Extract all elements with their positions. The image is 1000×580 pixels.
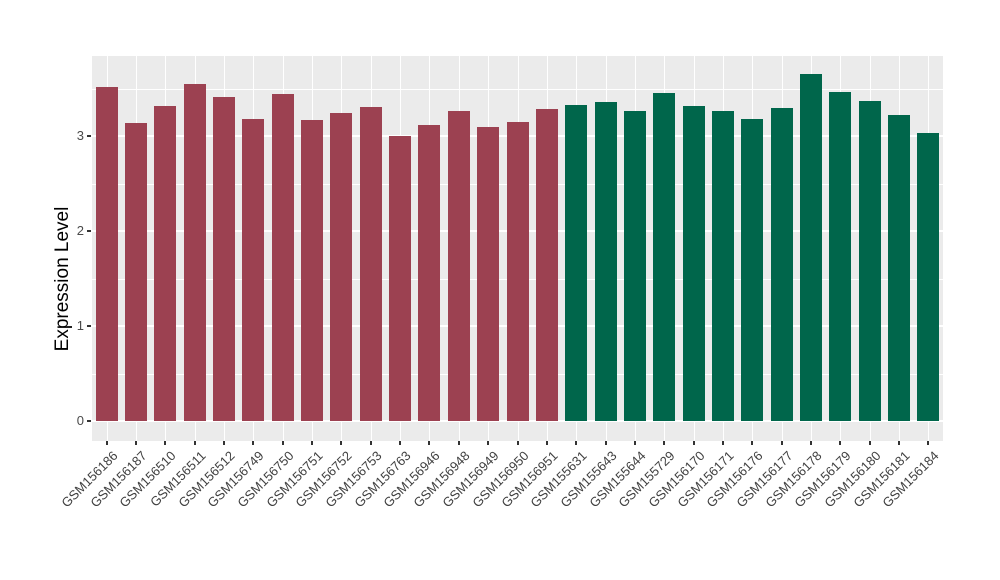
bar [858, 100, 881, 421]
bar [741, 118, 764, 421]
bar [271, 94, 294, 421]
chart-panel [92, 56, 943, 441]
x-tick-mark [545, 441, 548, 445]
bar [623, 111, 646, 421]
x-tick-mark [809, 441, 812, 445]
x-tick-mark [428, 441, 431, 445]
y-tick-mark [87, 135, 91, 137]
bar [447, 111, 470, 421]
bar [301, 119, 324, 421]
x-tick-mark [193, 441, 196, 445]
x-tick-mark [135, 441, 138, 445]
x-tick-mark [868, 441, 871, 445]
bar [799, 74, 822, 421]
x-tick-mark [311, 441, 314, 445]
x-tick-mark [897, 441, 900, 445]
x-tick-mark [399, 441, 402, 445]
bar [389, 136, 412, 421]
bar [213, 97, 236, 421]
bar [917, 133, 940, 421]
x-tick-mark [487, 441, 490, 445]
x-tick-mark [692, 441, 695, 445]
bar [535, 109, 558, 421]
bar [653, 93, 676, 421]
x-tick-mark [340, 441, 343, 445]
bar [711, 111, 734, 421]
x-tick-mark [663, 441, 666, 445]
x-tick-mark [575, 441, 578, 445]
bar [154, 105, 177, 421]
bar [565, 104, 588, 421]
x-tick-mark [369, 441, 372, 445]
y-tick-mark [87, 325, 91, 327]
bar [95, 86, 118, 421]
x-tick-mark [633, 441, 636, 445]
bar [829, 92, 852, 421]
bar [330, 113, 353, 421]
bar [359, 106, 382, 421]
bar [418, 124, 441, 421]
x-tick-mark [780, 441, 783, 445]
y-tick-label: 2 [76, 223, 84, 238]
bar [242, 118, 265, 421]
bar [682, 105, 705, 421]
x-tick-mark [281, 441, 284, 445]
bar [477, 127, 500, 421]
y-tick-label: 0 [76, 413, 84, 428]
x-tick-mark [751, 441, 754, 445]
bar [506, 121, 529, 421]
y-tick-mark [87, 420, 91, 422]
bar [887, 115, 910, 421]
y-tick-label: 1 [76, 318, 84, 333]
x-tick-mark [516, 441, 519, 445]
x-tick-mark [164, 441, 167, 445]
y-tick-mark [87, 230, 91, 232]
bar [594, 101, 617, 421]
x-tick-mark [721, 441, 724, 445]
bar [770, 108, 793, 421]
bar [125, 122, 148, 421]
x-tick-mark [927, 441, 930, 445]
x-tick-mark [252, 441, 255, 445]
x-tick-mark [223, 441, 226, 445]
y-tick-label: 3 [76, 128, 84, 143]
x-tick-mark [457, 441, 460, 445]
x-tick-mark [105, 441, 108, 445]
x-tick-mark [839, 441, 842, 445]
bar [183, 83, 206, 421]
x-tick-mark [604, 441, 607, 445]
